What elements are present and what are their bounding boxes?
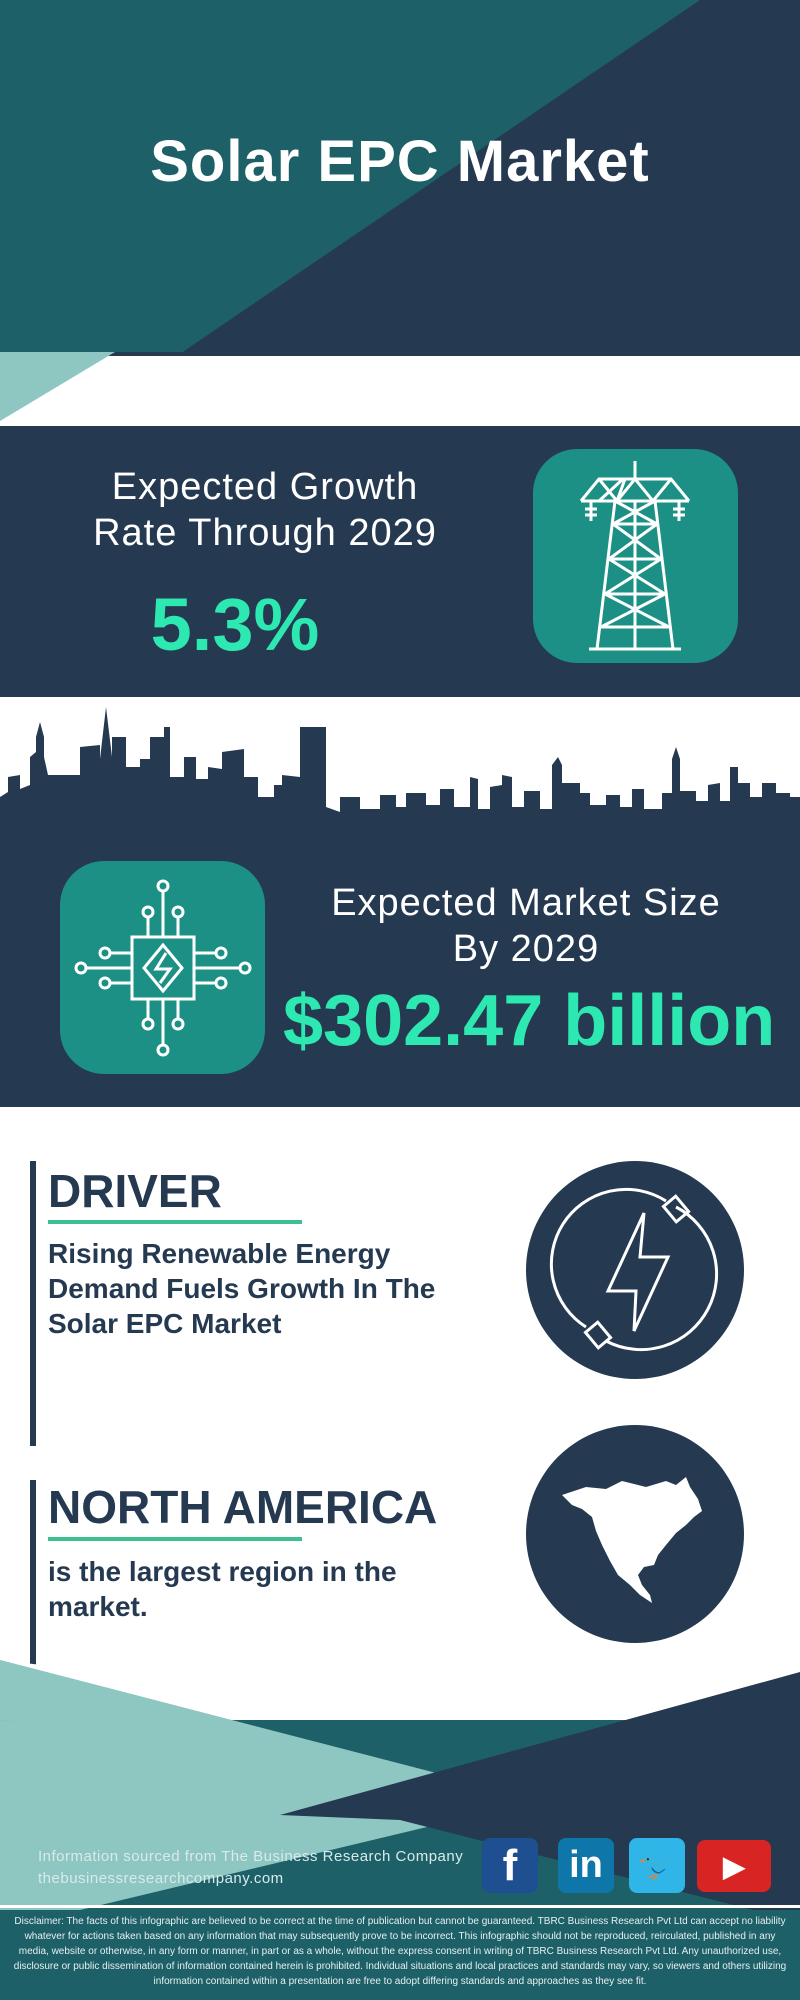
- driver-heading: DRIVER: [48, 1165, 222, 1217]
- region-icon-circle: [526, 1425, 744, 1643]
- region-underline: [48, 1537, 302, 1541]
- lightning-plug-icon: [549, 1187, 719, 1352]
- driver-icon-circle: [526, 1161, 744, 1379]
- market-size-label-line1: Expected Market Size: [331, 882, 721, 924]
- region-heading: NORTH AMERICA: [48, 1481, 438, 1533]
- region-accent-bar: [30, 1480, 36, 1666]
- disclaimer-text: Disclaimer: The facts of this infographi…: [0, 1910, 800, 2000]
- growth-label-line2: Rate Through 2029: [93, 512, 437, 554]
- market-size-label-line2: By 2029: [452, 928, 600, 970]
- market-size-label: Expected Market Size By 2029: [296, 880, 756, 972]
- growth-label: Expected Growth Rate Through 2029: [60, 464, 470, 556]
- linkedin-icon[interactable]: in: [558, 1838, 614, 1893]
- source-text: Information sourced from The Business Re…: [38, 1848, 464, 1865]
- power-tower-icon: [579, 461, 691, 651]
- youtube-icon[interactable]: ▶: [697, 1840, 771, 1892]
- website-link[interactable]: thebusinessresearchcompany.com: [38, 1870, 284, 1887]
- footer-background: [0, 1660, 800, 1910]
- driver-text: Rising Renewable Energy Demand Fuels Gro…: [48, 1238, 436, 1339]
- north-america-map-icon: [562, 1477, 702, 1603]
- growth-rate-value: 5.3%: [150, 583, 320, 666]
- driver-underline: [48, 1220, 302, 1224]
- twitter-icon[interactable]: 🐦: [629, 1838, 685, 1893]
- market-icon-box: [60, 861, 265, 1074]
- circuit-chip-icon: [74, 879, 252, 1057]
- facebook-icon[interactable]: f: [482, 1838, 538, 1893]
- driver-accent-bar: [30, 1161, 36, 1446]
- page-title: Solar EPC Market: [150, 129, 650, 194]
- region-text: is the largest region in the market.: [48, 1556, 397, 1622]
- growth-label-line1: Expected Growth: [111, 466, 419, 508]
- footer-divider: [0, 1905, 800, 1908]
- growth-icon-box: [533, 449, 738, 663]
- market-size-value: $302.47 billion: [283, 981, 776, 1061]
